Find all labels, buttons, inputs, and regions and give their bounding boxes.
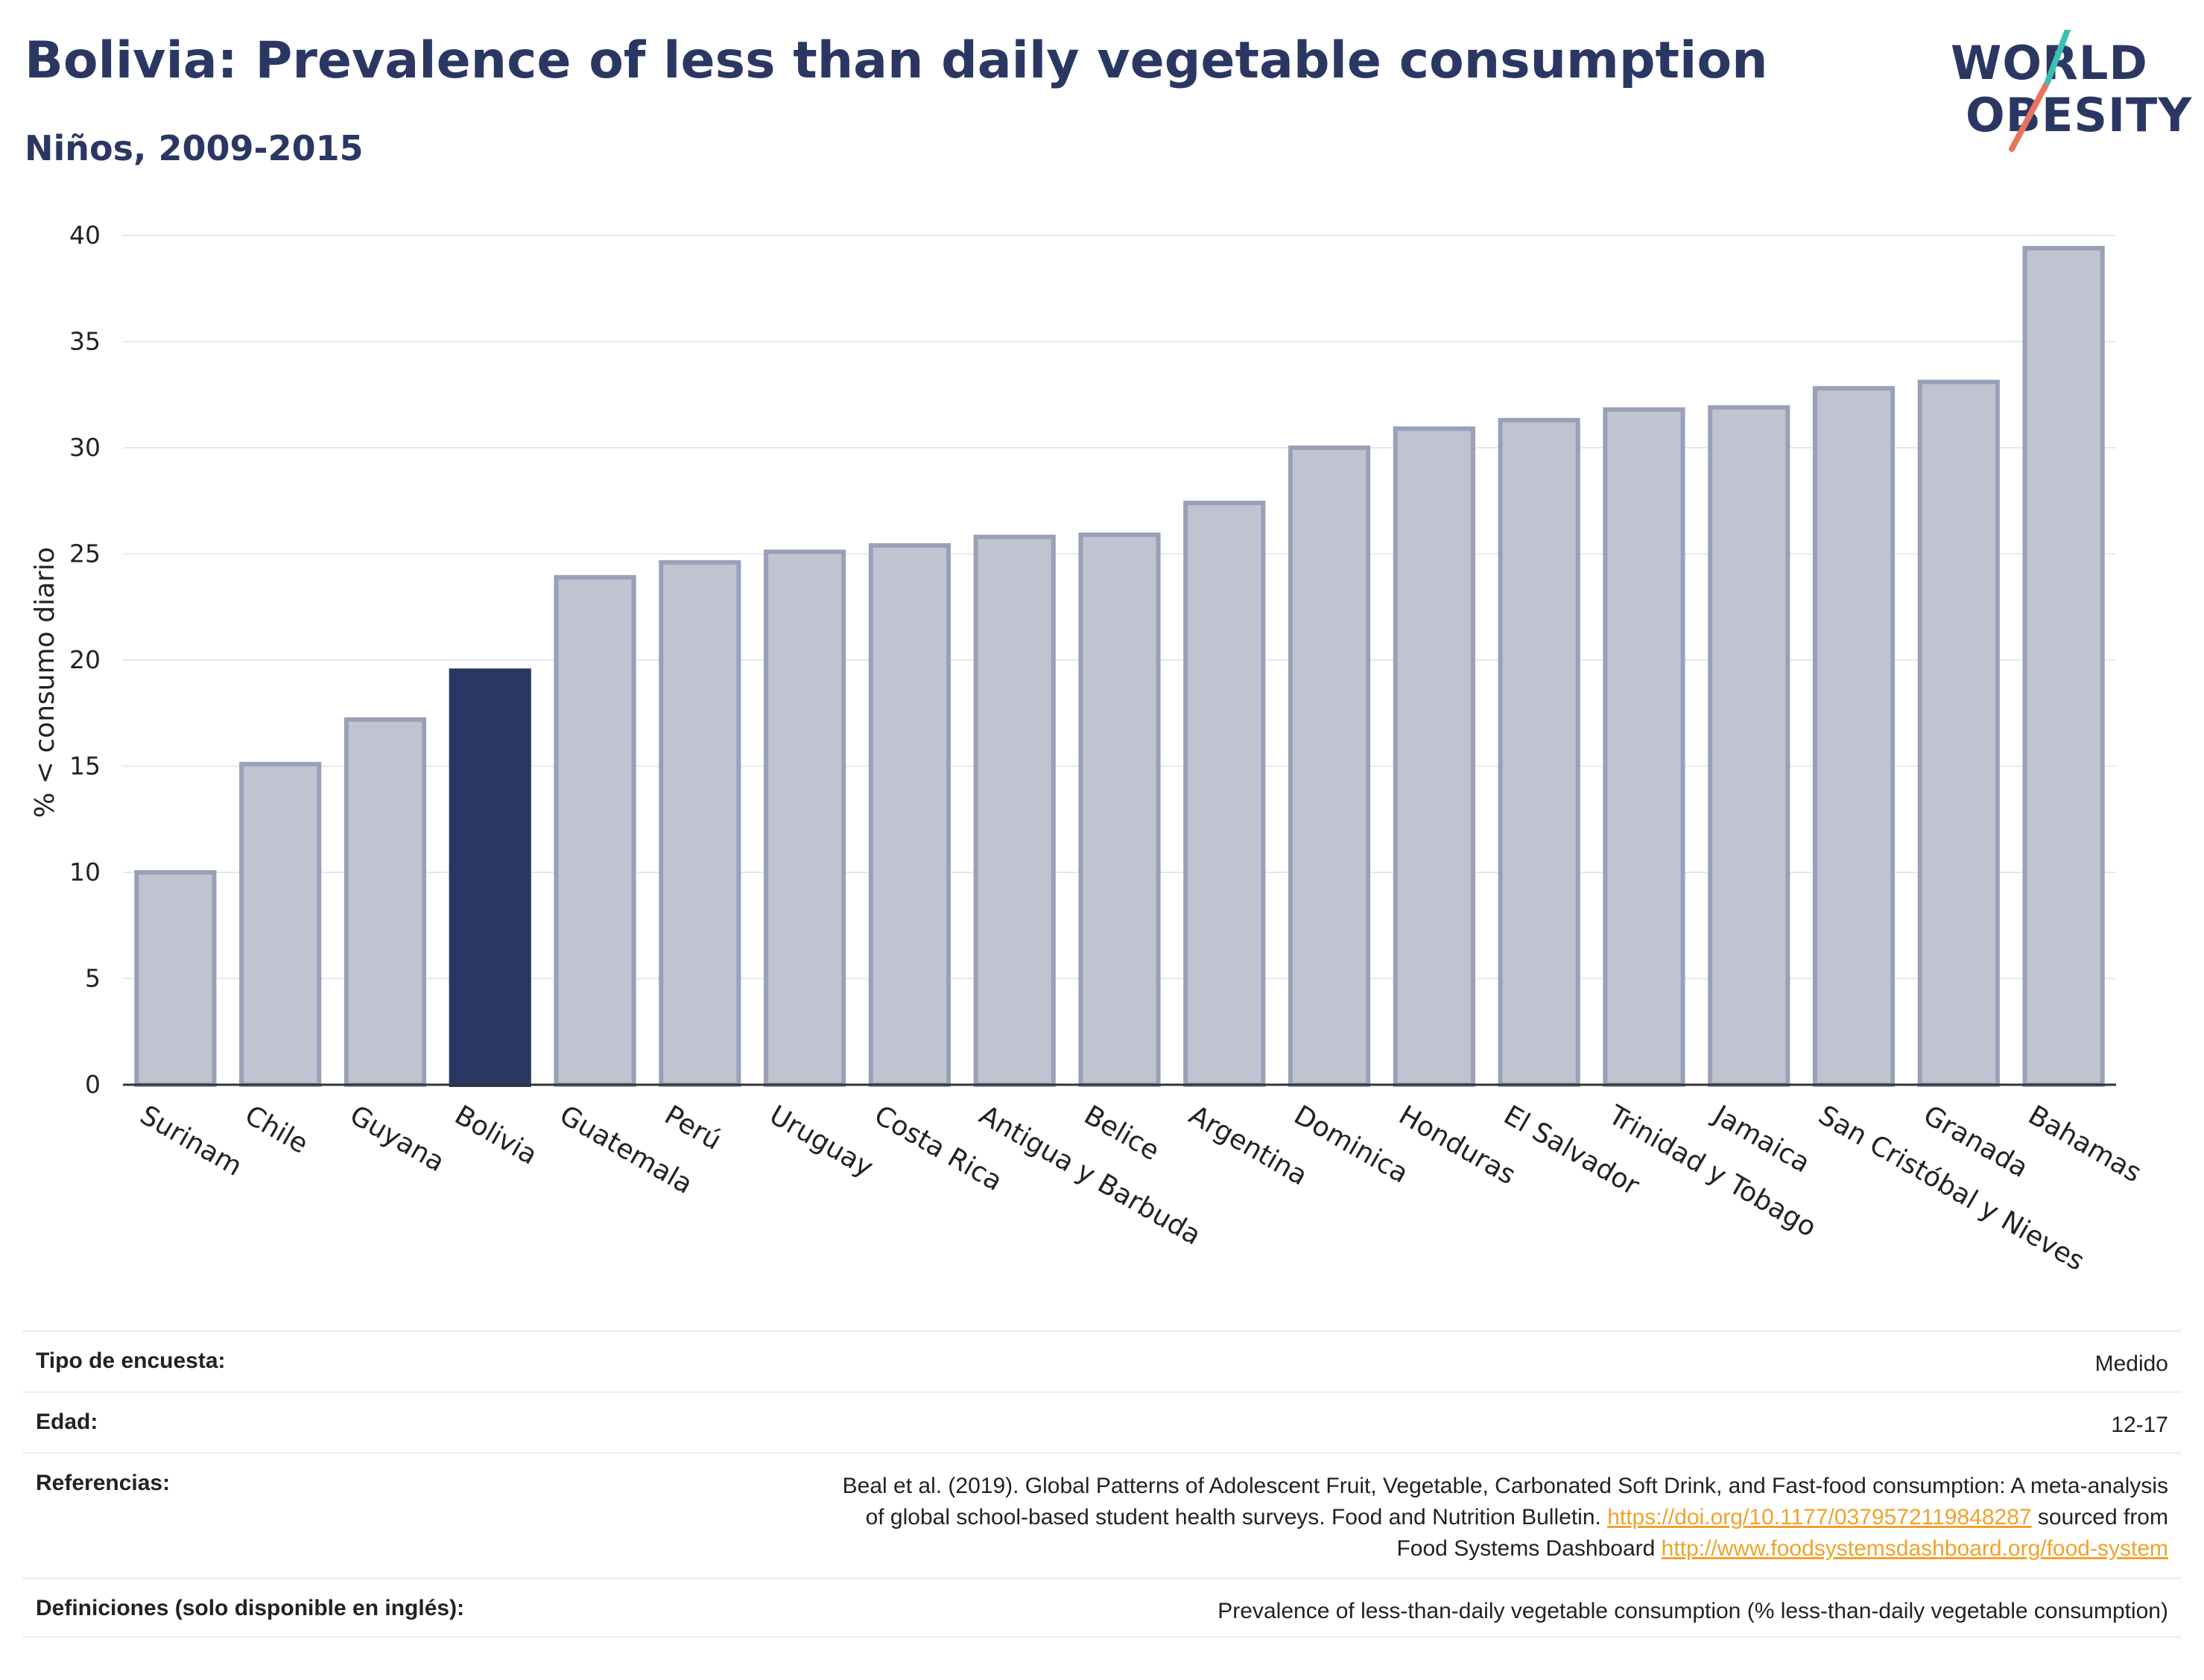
- y-tick-label: 0: [85, 1070, 101, 1099]
- bar-antigua-y-barbuda: [973, 534, 1056, 1087]
- bar-granada: [1917, 379, 2000, 1087]
- x-tick-label: Uruguay: [764, 1100, 878, 1183]
- footer-row-definitions: Definiciones (solo disponible en inglés)…: [22, 1577, 2182, 1638]
- footer-row-survey-type: Tipo de encuesta: Medido: [22, 1330, 2182, 1391]
- x-tick-label: Chile: [240, 1100, 314, 1160]
- x-tick-label: Bolivia: [449, 1100, 542, 1171]
- footer-row-age: Edad: 12-17: [22, 1391, 2182, 1452]
- references-line-3: Food Systems Dashboard http://www.foodsy…: [843, 1533, 2168, 1565]
- bar-jamaica: [1708, 405, 1790, 1087]
- y-tick-label: 5: [85, 964, 101, 993]
- logo-line-2: OBESITY: [1966, 88, 2193, 142]
- x-tick-label: Surinam: [135, 1100, 247, 1182]
- footer-row-references: Referencias: Beal et al. (2019). Global …: [22, 1452, 2182, 1577]
- survey-type-value: Medido: [2094, 1351, 2168, 1376]
- y-tick-label: 15: [69, 752, 101, 781]
- bar-chile: [239, 761, 322, 1088]
- x-tick-label: Honduras: [1393, 1100, 1520, 1191]
- food-systems-link[interactable]: http://www.foodsystemsdashboard.org/food…: [1661, 1536, 2168, 1561]
- age-value: 12-17: [2111, 1413, 2168, 1437]
- y-tick-label: 40: [69, 221, 101, 250]
- age-label: Edad:: [36, 1410, 98, 1434]
- x-tick-label: Belice: [1079, 1100, 1165, 1167]
- page-title: Bolivia: Prevalence of less than daily v…: [25, 31, 1768, 90]
- references-label: Referencias:: [36, 1471, 171, 1495]
- definitions-label: Definiciones (solo disponible en inglés)…: [36, 1596, 465, 1620]
- definitions-value: Prevalence of less-than-daily vegetable …: [1217, 1599, 2168, 1623]
- y-tick-label: 35: [69, 327, 101, 356]
- x-tick-label: Bahamas: [2023, 1100, 2147, 1188]
- bar-guyana: [343, 717, 427, 1087]
- bar-honduras: [1393, 426, 1475, 1087]
- y-tick-label: 10: [69, 858, 101, 887]
- x-tick-label: Perú: [659, 1100, 726, 1156]
- world-obesity-logo[interactable]: WORLD OBESITY: [1937, 30, 2191, 164]
- bar-el-salvador: [1498, 417, 1580, 1087]
- bar-bolivia: [449, 668, 531, 1087]
- references-line-2: of global school-based student health su…: [843, 1502, 2168, 1533]
- references-line-2-text: of global school-based student health su…: [865, 1505, 1601, 1530]
- bar-dominica: [1288, 446, 1371, 1087]
- bar-perú: [659, 560, 741, 1087]
- x-tick-label: Dominica: [1289, 1100, 1413, 1189]
- references-line-3-text: Food Systems Dashboard: [1396, 1536, 1656, 1561]
- y-tick-label: 20: [69, 645, 101, 674]
- references-line-1: Beal et al. (2019). Global Patterns of A…: [842, 1474, 2168, 1498]
- doi-link[interactable]: https://doi.org/10.1177/0379572119848287: [1607, 1505, 2032, 1530]
- bar-chart: 0 5 10 15 20 25 30 35 40 % < consumo diario Surina…: [30, 221, 2147, 1277]
- chart-footer: Tipo de encuesta: Medido Edad: 12-17 Ref…: [22, 1330, 2182, 1638]
- x-tick-label: Argentina: [1184, 1100, 1313, 1191]
- bar-costa-rica: [868, 543, 951, 1087]
- y-tick-label: 30: [69, 433, 101, 462]
- bar-trinidad-y-tobago: [1603, 407, 1685, 1087]
- references-line-2-tail: sourced from: [2037, 1505, 2168, 1530]
- logo-slash-icon: [2009, 30, 2071, 152]
- bar-uruguay: [764, 549, 846, 1087]
- bar-guatemala: [554, 574, 636, 1087]
- bar-surinam: [134, 870, 217, 1087]
- x-tick-label: Guyana: [344, 1100, 449, 1178]
- bar-argentina: [1183, 501, 1266, 1087]
- references-value: Beal et al. (2019). Global Patterns of A…: [843, 1471, 2168, 1565]
- y-axis-label: % < consumo diario: [30, 547, 60, 818]
- survey-type-label: Tipo de encuesta:: [36, 1348, 226, 1373]
- bar-san-cristóbal-y-nieves: [1812, 386, 1896, 1087]
- page-subtitle: Niños, 2009-2015: [25, 128, 364, 168]
- y-tick-label: 25: [69, 539, 101, 568]
- bar-bahamas: [2022, 246, 2105, 1088]
- bar-belice: [1078, 532, 1161, 1087]
